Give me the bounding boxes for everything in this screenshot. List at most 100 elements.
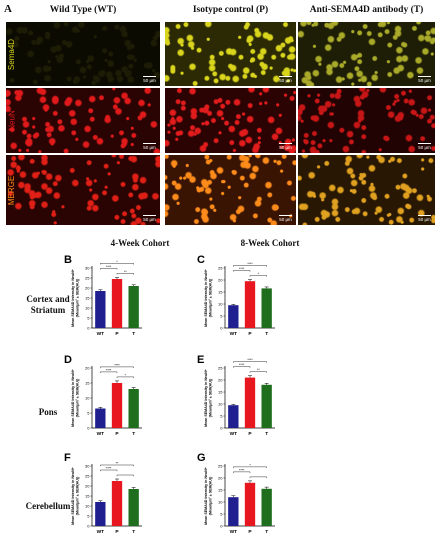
significance-bracket: *: [100, 260, 134, 265]
y-axis-label: Mean SEMA4D Intensity in NeuN+(Mean/μm² …: [71, 467, 80, 525]
x-tick-label: T: [132, 529, 135, 535]
y-tick-label: 15: [218, 487, 223, 492]
bar-p: [244, 281, 256, 328]
y-tick-label: 10: [85, 305, 90, 310]
x-tick-label: WT: [230, 529, 238, 535]
bar-p: [111, 383, 123, 428]
x-tick-label: P: [248, 431, 252, 437]
significance-bracket: **: [100, 461, 134, 467]
significance-stars: ****: [239, 267, 245, 271]
y-tick-label: 15: [85, 295, 90, 300]
significance-stars: **: [116, 461, 119, 465]
significance-stars: ****: [239, 363, 245, 367]
y-tick-label: 5: [220, 413, 223, 418]
significance-bracket: **: [116, 270, 134, 275]
scale-bar: 50 μm: [279, 76, 292, 83]
y-tick-label: 25: [85, 275, 90, 280]
x-tick-label: P: [248, 529, 252, 535]
panel-letter: G: [197, 452, 206, 464]
significance-bracket: ****: [233, 363, 251, 368]
channel-label-merge: MERGE: [7, 175, 17, 205]
significance-stars: ****: [106, 265, 112, 269]
micrograph-neun-p: 50 μm: [165, 88, 296, 153]
x-tick-label: P: [115, 431, 119, 437]
micrograph-merge-wt: MERGE 50 μm: [6, 155, 160, 225]
x-tick-label: WT: [97, 431, 105, 437]
significance-bracket: [116, 474, 134, 477]
bar-wt: [228, 405, 239, 428]
y-tick-label: 15: [218, 389, 223, 394]
y-axis-label: Mean SEMA4D Intensity in NeuN+(Mean/μm² …: [204, 467, 213, 525]
y-tick-label: 10: [85, 395, 90, 400]
bar-p: [111, 481, 123, 526]
y-tick-label: 25: [218, 463, 223, 468]
significance-bracket: ****: [100, 466, 118, 472]
bar-p: [244, 482, 256, 526]
y-tick-label: 20: [85, 365, 90, 370]
bar-t: [261, 384, 272, 428]
y-tick-label: 0: [87, 425, 90, 430]
y-tick-label: 25: [218, 265, 223, 270]
y-tick-label: 0: [220, 325, 223, 330]
y-tick-label: 0: [87, 325, 90, 330]
x-tick-label: T: [265, 529, 268, 535]
channel-label-sema4d: Sema4D: [7, 38, 17, 70]
bar-wt: [95, 291, 106, 328]
panel-letter: D: [64, 354, 72, 366]
region-label-pons: Pons: [38, 407, 58, 417]
x-tick-label: T: [132, 331, 135, 337]
significance-bracket: ****: [100, 363, 134, 369]
x-tick-label: WT: [97, 331, 105, 337]
scale-bar: 50 μm: [143, 143, 156, 150]
significance-bracket: *: [249, 272, 267, 277]
scale-bar: 50 μm: [143, 215, 156, 222]
significance-bracket: ****: [233, 267, 251, 272]
bar-t: [128, 286, 139, 328]
bar-chart-d: D Mean SEMA4D Intensity in NeuN+(Mean/μm²…: [64, 354, 142, 437]
y-axis-label: Mean SEMA4D Intensity in NeuN+(Mean/μm² …: [71, 369, 80, 427]
channel-label-neun: NeuN: [7, 110, 17, 131]
y-tick-label: 0: [220, 523, 223, 528]
significance-stars: ****: [239, 468, 245, 472]
y-tick-label: 20: [218, 377, 223, 382]
scale-bar: 50 μm: [279, 143, 292, 150]
scale-bar: 50 μm: [418, 76, 431, 83]
cohort-title-8-week: 8-Week Cohort: [240, 238, 300, 248]
column-title-wt: Wild Type (WT): [49, 5, 117, 15]
bar-p: [111, 279, 123, 328]
y-tick-label: 30: [85, 463, 90, 468]
micrograph-merge-p: 50 μm: [165, 155, 296, 225]
bar-t: [261, 488, 272, 526]
y-tick-label: 5: [220, 511, 223, 516]
region-label-cortex: Cortex and Striatum: [26, 294, 70, 315]
bar-p: [244, 377, 256, 428]
y-tick-label: 5: [87, 513, 90, 518]
significance-bracket: *: [116, 373, 134, 379]
bar-wt: [95, 502, 106, 526]
scale-bar: 50 μm: [418, 143, 431, 150]
panel-letter: E: [197, 354, 204, 366]
y-tick-label: 0: [87, 523, 90, 528]
column-title-p: Isotype control (P): [192, 5, 269, 15]
significance-bracket: ****: [233, 262, 267, 267]
significance-bracket: ****: [233, 358, 267, 363]
bar-chart-b: B Mean SEMA4D Intensity in NeuN+(Mean/μm²…: [64, 254, 142, 337]
bar-chart-c: C Mean SEMA4D Intensity in NeuN+(Mean/μm²…: [197, 254, 275, 337]
y-tick-label: 25: [218, 365, 223, 370]
y-axis-label: Mean SEMA4D Intensity in NeuN+(Mean/μm² …: [71, 269, 80, 327]
panel-letter: F: [64, 452, 71, 464]
y-tick-label: 5: [87, 315, 90, 320]
bar-wt: [228, 305, 239, 328]
y-tick-label: 15: [85, 380, 90, 385]
significance-stars: ****: [247, 358, 253, 362]
panel-letter-a: A: [4, 3, 12, 15]
y-tick-label: 10: [218, 301, 223, 306]
scale-bar: 50 μm: [279, 215, 292, 222]
micrograph-sema4d-wt: Sema4D 50 μm: [6, 22, 160, 86]
y-tick-label: 15: [85, 493, 90, 498]
y-tick-label: 5: [220, 313, 223, 318]
cohort-title-4-week: 4-Week Cohort: [110, 238, 170, 248]
micrograph-sema4d-t: 50 μm: [298, 22, 435, 86]
y-tick-label: 20: [85, 483, 90, 488]
